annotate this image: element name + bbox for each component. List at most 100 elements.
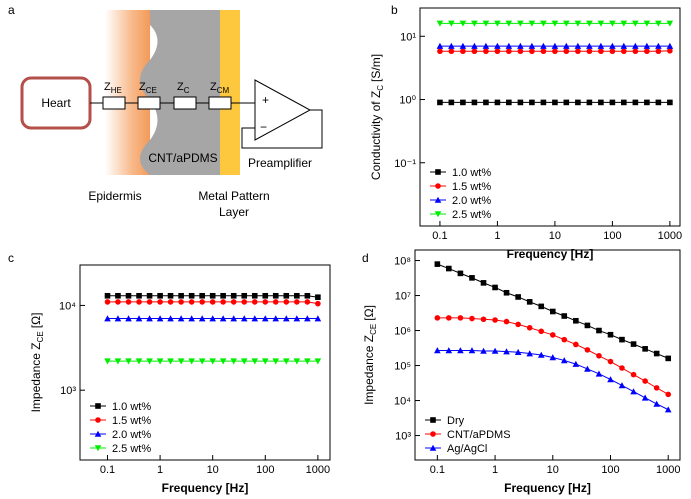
marker: [655, 20, 662, 27]
marker: [125, 292, 132, 299]
marker: [471, 42, 478, 49]
marker: [630, 341, 637, 347]
marker: [503, 348, 510, 355]
marker: [135, 358, 143, 365]
marker: [621, 48, 627, 55]
marker: [506, 99, 512, 106]
marker: [607, 358, 614, 365]
marker: [574, 42, 582, 49]
marker: [517, 42, 524, 49]
marker: [460, 48, 466, 55]
marker: [436, 20, 444, 27]
x-tick-label: 1000: [306, 464, 330, 476]
marker: [167, 292, 174, 299]
marker: [526, 324, 533, 331]
marker: [563, 48, 570, 55]
marker: [494, 42, 501, 49]
marker: [609, 48, 616, 55]
y-label-text: Impedance Z: [29, 342, 43, 412]
y-label-text: Conductivity of Z: [369, 91, 383, 180]
marker: [199, 292, 205, 299]
marker: [584, 365, 591, 372]
marker: [563, 20, 570, 27]
x-tick-label: 100: [256, 464, 274, 476]
x-tick-label: 100: [603, 230, 621, 242]
marker: [240, 358, 248, 365]
marker: [653, 385, 660, 391]
marker: [471, 48, 478, 55]
diagram: a Heart ZHE ZCE ZC ZCM + − CNT/aPDMS Pre…: [8, 3, 323, 219]
marker: [434, 261, 441, 267]
marker: [471, 99, 478, 106]
marker: [597, 42, 605, 49]
marker: [251, 358, 259, 365]
z-sub: CM: [217, 86, 230, 95]
marker: [574, 20, 582, 27]
y-tick-label: 10¹: [400, 31, 416, 43]
marker: [294, 299, 300, 305]
x-tick-label: 0.1: [430, 464, 445, 476]
marker: [293, 315, 301, 322]
marker: [551, 42, 559, 49]
panel-label: c: [8, 251, 14, 265]
impedance-label: ZC: [177, 81, 190, 95]
y-tick-label: 10⁸: [394, 256, 411, 268]
y-label-sub: C: [376, 85, 385, 91]
marker: [573, 317, 579, 324]
x-tick-label: 1000: [658, 230, 682, 242]
marker: [314, 358, 322, 365]
marker: [115, 299, 121, 305]
y-tick-label: 10³: [395, 431, 411, 443]
marker: [517, 99, 524, 106]
marker: [272, 358, 280, 365]
marker: [483, 99, 489, 106]
marker: [572, 360, 580, 367]
minus: −: [260, 120, 267, 134]
x-tick-label: 0.1: [432, 230, 447, 242]
marker: [209, 292, 216, 299]
marker: [230, 358, 238, 365]
resistor: [137, 96, 161, 110]
marker: [597, 20, 605, 27]
marker: [586, 99, 593, 106]
y-label-unit: [Ω]: [29, 313, 43, 329]
legend-marker: [95, 403, 101, 409]
legend-label: Dry: [447, 415, 465, 427]
x-axis-label: Frequency [Hz]: [507, 247, 594, 261]
legend-label: 1.0 wt%: [112, 401, 151, 413]
marker: [104, 292, 111, 299]
legend-marker: [430, 431, 436, 437]
legend-label: 1.5 wt%: [112, 415, 151, 427]
marker: [596, 352, 602, 359]
marker: [642, 378, 648, 384]
legend-marker: [94, 445, 102, 452]
marker: [188, 292, 195, 299]
marker: [552, 99, 558, 106]
marker: [314, 315, 322, 322]
marker: [586, 42, 593, 49]
x-axis-label: Frequency [Hz]: [162, 481, 249, 495]
marker: [528, 42, 536, 49]
marker: [114, 358, 122, 365]
marker: [304, 315, 311, 322]
marker: [482, 42, 490, 49]
resistor: [102, 96, 126, 110]
marker: [551, 20, 559, 27]
x-tick-label: 10: [207, 464, 219, 476]
marker: [230, 292, 237, 299]
marker: [167, 299, 174, 305]
y-axis-label: Impedance ZCE [Ω]: [29, 313, 45, 413]
panel-label: a: [8, 3, 15, 17]
x-axis-label: Frequency [Hz]: [504, 481, 591, 495]
marker: [251, 292, 258, 299]
marker: [538, 328, 545, 335]
marker: [515, 321, 521, 328]
y-label-sub: CE: [369, 324, 378, 335]
marker: [619, 365, 625, 371]
marker: [198, 315, 206, 322]
impedance-label: ZCM: [210, 81, 230, 95]
marker: [620, 42, 628, 49]
marker: [230, 315, 238, 322]
marker: [653, 400, 660, 407]
legend-marker: [430, 417, 436, 423]
